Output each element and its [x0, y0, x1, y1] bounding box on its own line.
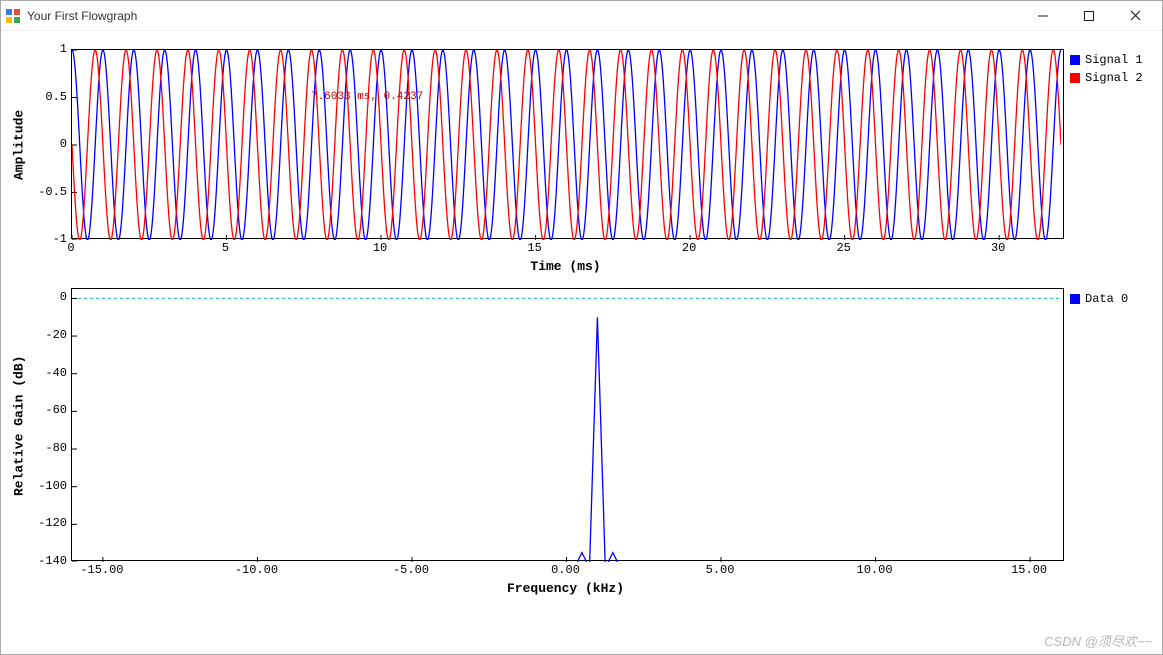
legend-label: Signal 1: [1085, 53, 1143, 67]
time-xtick-label: 25: [836, 241, 850, 255]
minimize-button[interactable]: [1020, 1, 1066, 31]
freq-ytick-label: -100: [38, 479, 67, 493]
time-xtick-label: 10: [373, 241, 387, 255]
time-ylabel: Amplitude: [9, 49, 29, 241]
time-xtick-label: 0: [67, 241, 74, 255]
legend-swatch: [1070, 55, 1080, 65]
window-titlebar: Your First Flowgraph: [1, 1, 1162, 31]
time-xtick-label: 15: [527, 241, 541, 255]
freq-xtick-label: 0.00: [551, 563, 580, 577]
time-xtick-label: 5: [222, 241, 229, 255]
freq-xtick-label: -5.00: [393, 563, 429, 577]
freq-ytick-label: -20: [45, 328, 67, 342]
freq-ytick-label: -120: [38, 516, 67, 530]
freq-xtick-label: -15.00: [80, 563, 123, 577]
maximize-button[interactable]: [1066, 1, 1112, 31]
freq-xtick-label: -10.00: [235, 563, 278, 577]
legend-swatch: [1070, 73, 1080, 83]
legend-item[interactable]: Signal 1: [1070, 53, 1148, 67]
legend-item[interactable]: Signal 2: [1070, 71, 1148, 85]
freq-ylabel: Relative Gain (dB): [9, 288, 29, 563]
freq-legend: Data 0: [1064, 288, 1154, 563]
content-area: Amplitude 10.50-0.5-1 7.6033 ms, 0.4237 …: [1, 31, 1162, 654]
freq-ytick-label: 0: [60, 290, 67, 304]
freq-chart: Relative Gain (dB) 0 -20 -40 -60 -80 -100 -120…: [9, 288, 1154, 563]
time-xtick-label: 20: [682, 241, 696, 255]
app-icon: [5, 8, 21, 24]
freq-ytick-label: -80: [45, 441, 67, 455]
time-marker-label: 7.6033 ms, 0.4237: [311, 91, 423, 103]
watermark: CSDN @须尽欢~~: [1044, 631, 1152, 650]
legend-item[interactable]: Data 0: [1070, 292, 1148, 306]
close-button[interactable]: [1112, 1, 1158, 31]
legend-label: Data 0: [1085, 292, 1128, 306]
legend-swatch: [1070, 294, 1080, 304]
freq-ytick-label: -140: [38, 554, 67, 568]
freq-ytick-label: -40: [45, 366, 67, 380]
freq-xtick-label: 15.00: [1011, 563, 1047, 577]
time-xtick-label: 30: [991, 241, 1005, 255]
freq-xticks: -15.00 -10.00 -5.00 0.00 5.00 10.00 15.00: [71, 563, 1060, 581]
time-yticks: 10.50-0.5-1: [29, 49, 71, 239]
time-chart: Amplitude 10.50-0.5-1 7.6033 ms, 0.4237 …: [9, 49, 1154, 241]
freq-ytick-label: -60: [45, 403, 67, 417]
window-title: Your First Flowgraph: [27, 9, 1020, 23]
freq-yticks: 0-20-40-60-80-100-120-140: [29, 288, 71, 561]
time-xlabel: Time (ms): [71, 259, 1060, 274]
time-legend: Signal 1 Signal 2: [1064, 49, 1154, 241]
freq-xtick-label: 5.00: [706, 563, 735, 577]
freq-plot-area[interactable]: [71, 288, 1064, 561]
freq-xtick-label: 10.00: [857, 563, 893, 577]
freq-xlabel: Frequency (kHz): [71, 581, 1060, 596]
legend-label: Signal 2: [1085, 71, 1143, 85]
time-xticks: 051015202530: [71, 241, 1060, 259]
time-plot-area[interactable]: 7.6033 ms, 0.4237: [71, 49, 1064, 239]
